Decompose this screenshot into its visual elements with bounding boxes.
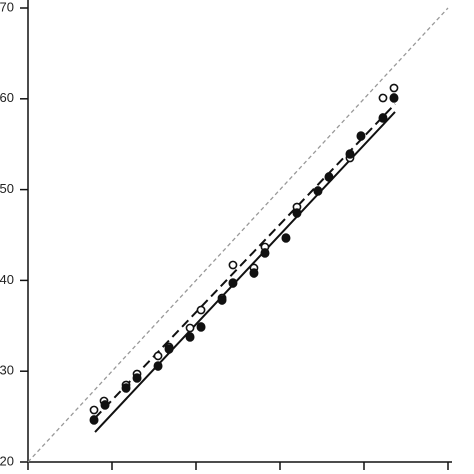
- filled-point: [356, 131, 366, 141]
- filled-point: [389, 93, 399, 103]
- filled-point: [132, 373, 142, 383]
- filled-point: [100, 400, 110, 410]
- filled-point: [121, 383, 131, 393]
- filled-point: [228, 278, 238, 288]
- open-point: [185, 323, 195, 333]
- filled-point: [217, 295, 227, 305]
- filled-point: [249, 268, 259, 278]
- open-point: [378, 93, 388, 103]
- fit-line: [27, 7, 449, 463]
- filled-point: [324, 172, 334, 182]
- filled-point: [292, 208, 302, 218]
- y-tick-label: 20: [0, 453, 14, 468]
- y-tick-label: 40: [0, 272, 14, 287]
- filled-point: [196, 322, 206, 332]
- filled-point: [153, 361, 163, 371]
- filled-point: [89, 415, 99, 425]
- fit-line: [94, 103, 396, 419]
- filled-point: [164, 344, 174, 354]
- filled-point: [281, 233, 291, 243]
- y-tick-label: 60: [0, 90, 14, 105]
- open-point: [196, 305, 206, 315]
- filled-point: [345, 149, 355, 159]
- open-point: [153, 351, 163, 361]
- fit-line: [94, 111, 396, 433]
- open-point: [89, 405, 99, 415]
- filled-point: [260, 248, 270, 258]
- filled-point: [185, 332, 195, 342]
- y-tick-label: 50: [0, 181, 14, 196]
- filled-point: [378, 113, 388, 123]
- filled-point: [313, 186, 323, 196]
- open-point: [228, 260, 238, 270]
- y-tick-label: 30: [0, 363, 14, 378]
- open-point: [389, 83, 399, 93]
- y-tick-label: 70: [0, 0, 14, 14]
